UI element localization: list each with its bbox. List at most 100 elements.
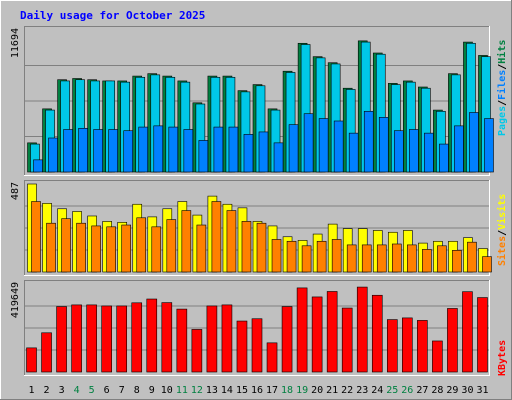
bar-kbytes-day-19: [296, 287, 308, 373]
bar-sites-day-13: [211, 201, 222, 273]
legend-item-separator: /: [497, 100, 508, 106]
panel-hits-files-pages-max-label: 11694: [10, 28, 21, 58]
bar-kbytes-day-5: [86, 304, 97, 373]
bar-kbytes-day-14: [221, 304, 233, 373]
bar-pages-day-12: [198, 140, 209, 173]
day-label-23: 23: [356, 385, 368, 396]
bar-kbytes-day-27: [417, 320, 428, 373]
panel-visits-sites-max-label: 487: [10, 182, 21, 200]
day-label-4: 4: [74, 385, 80, 396]
bar-pages-day-4: [78, 127, 88, 173]
bar-kbytes-day-4: [71, 304, 82, 373]
bar-pages-day-26: [409, 129, 419, 173]
bar-kbytes-day-20: [311, 296, 323, 373]
day-label-29: 29: [446, 385, 458, 396]
bar-sites-day-20: [316, 240, 327, 273]
bar-kbytes-day-22: [341, 307, 353, 373]
bar-pages-day-5: [93, 129, 103, 173]
bar-sites-day-2: [46, 222, 56, 273]
bar-kbytes-day-18: [281, 306, 293, 373]
bar-pages-day-18: [288, 124, 299, 173]
bar-pages-day-21: [333, 120, 344, 173]
bar-pages-day-22: [348, 132, 359, 173]
bar-kbytes-day-10: [161, 302, 173, 373]
day-axis-labels: 1 2 3 4 5 6 7 8 9 10 11 12 13 14 15 16 17 18 19 20 21 22 23 24 2…: [29, 385, 489, 396]
bar-pages-day-2: [48, 137, 58, 173]
bar-sites-day-9: [151, 226, 162, 273]
legend-item-pages: Pages: [497, 106, 508, 136]
day-label-6: 6: [104, 385, 110, 396]
bar-sites-day-30: [467, 241, 477, 273]
chart-panels: 11694Pages/Files/Hits487Sites/Visits4196…: [10, 26, 508, 376]
bar-sites-day-15: [241, 221, 252, 273]
bar-sites-day-5: [91, 225, 101, 273]
panel-kbytes-legend: KBytes: [497, 340, 508, 376]
bar-pages-day-15: [243, 134, 254, 173]
bar-kbytes-day-2: [41, 332, 52, 373]
bar-kbytes-day-26: [402, 317, 413, 373]
bar-kbytes-day-23: [356, 286, 368, 373]
bar-pages-day-9: [153, 125, 164, 173]
bar-pages-day-24: [378, 117, 389, 173]
bar-sites-day-14: [226, 210, 237, 273]
bar-sites-day-17: [271, 239, 282, 273]
bar-sites-day-22: [346, 244, 357, 273]
legend-item-hits: Hits: [496, 40, 508, 64]
day-label-21: 21: [326, 385, 338, 396]
bar-sites-day-7: [121, 224, 132, 273]
bar-pages-day-29: [454, 125, 464, 173]
day-label-19: 19: [296, 385, 308, 396]
bar-sites-day-16: [256, 222, 267, 273]
series-pages: [33, 110, 494, 173]
series-files: [30, 41, 491, 173]
bar-pages-day-27: [424, 132, 434, 173]
bar-sites-day-6: [106, 226, 116, 273]
bar-sites-day-25: [391, 243, 402, 273]
bar-sites-day-21: [331, 239, 342, 273]
day-label-15: 15: [236, 385, 248, 396]
day-label-17: 17: [266, 385, 278, 396]
day-label-14: 14: [221, 385, 233, 396]
series-kbytes: [26, 286, 488, 373]
bar-sites-day-8: [136, 217, 147, 273]
day-label-3: 3: [59, 385, 65, 396]
panel-kbytes: 419649 KBytes: [10, 280, 508, 376]
bar-kbytes-day-21: [326, 291, 338, 373]
day-label-16: 16: [251, 385, 263, 396]
bar-pages-day-20: [318, 118, 329, 173]
bar-pages-day-8: [138, 126, 149, 173]
bar-kbytes-day-6: [101, 305, 112, 373]
day-label-18: 18: [281, 385, 293, 396]
day-label-12: 12: [191, 385, 203, 396]
bar-sites-day-1: [31, 201, 41, 273]
bar-kbytes-day-9: [146, 298, 158, 373]
day-label-26: 26: [401, 385, 413, 396]
bar-kbytes-day-29: [447, 308, 458, 373]
chart-title: Daily usage for October 2025: [20, 9, 205, 22]
bar-sites-day-23: [361, 244, 372, 273]
day-label-5: 5: [89, 385, 95, 396]
bar-pages-day-17: [273, 142, 284, 173]
bar-pages-day-14: [228, 126, 239, 173]
day-label-9: 9: [149, 385, 155, 396]
bar-kbytes-day-7: [116, 305, 128, 373]
panel-visits-sites-legend: Sites/Visits: [496, 194, 508, 266]
bar-pages-day-31: [484, 118, 494, 173]
day-label-25: 25: [386, 385, 398, 396]
legend-item-kbytes: KBytes: [497, 340, 508, 376]
bar-kbytes-day-31: [477, 297, 488, 373]
bar-pages-day-28: [439, 143, 449, 173]
bar-pages-day-6: [108, 129, 118, 173]
day-label-27: 27: [416, 385, 428, 396]
legend-item-separator: /: [497, 64, 508, 70]
day-label-11: 11: [176, 385, 188, 396]
day-label-8: 8: [134, 385, 140, 396]
bar-kbytes-day-25: [386, 319, 398, 373]
bar-pages-day-25: [393, 130, 404, 173]
bar-pages-day-10: [168, 126, 179, 173]
panel-kbytes-max-label: 419649: [10, 282, 21, 318]
bar-kbytes-day-30: [462, 291, 473, 373]
day-label-1: 1: [29, 385, 35, 396]
